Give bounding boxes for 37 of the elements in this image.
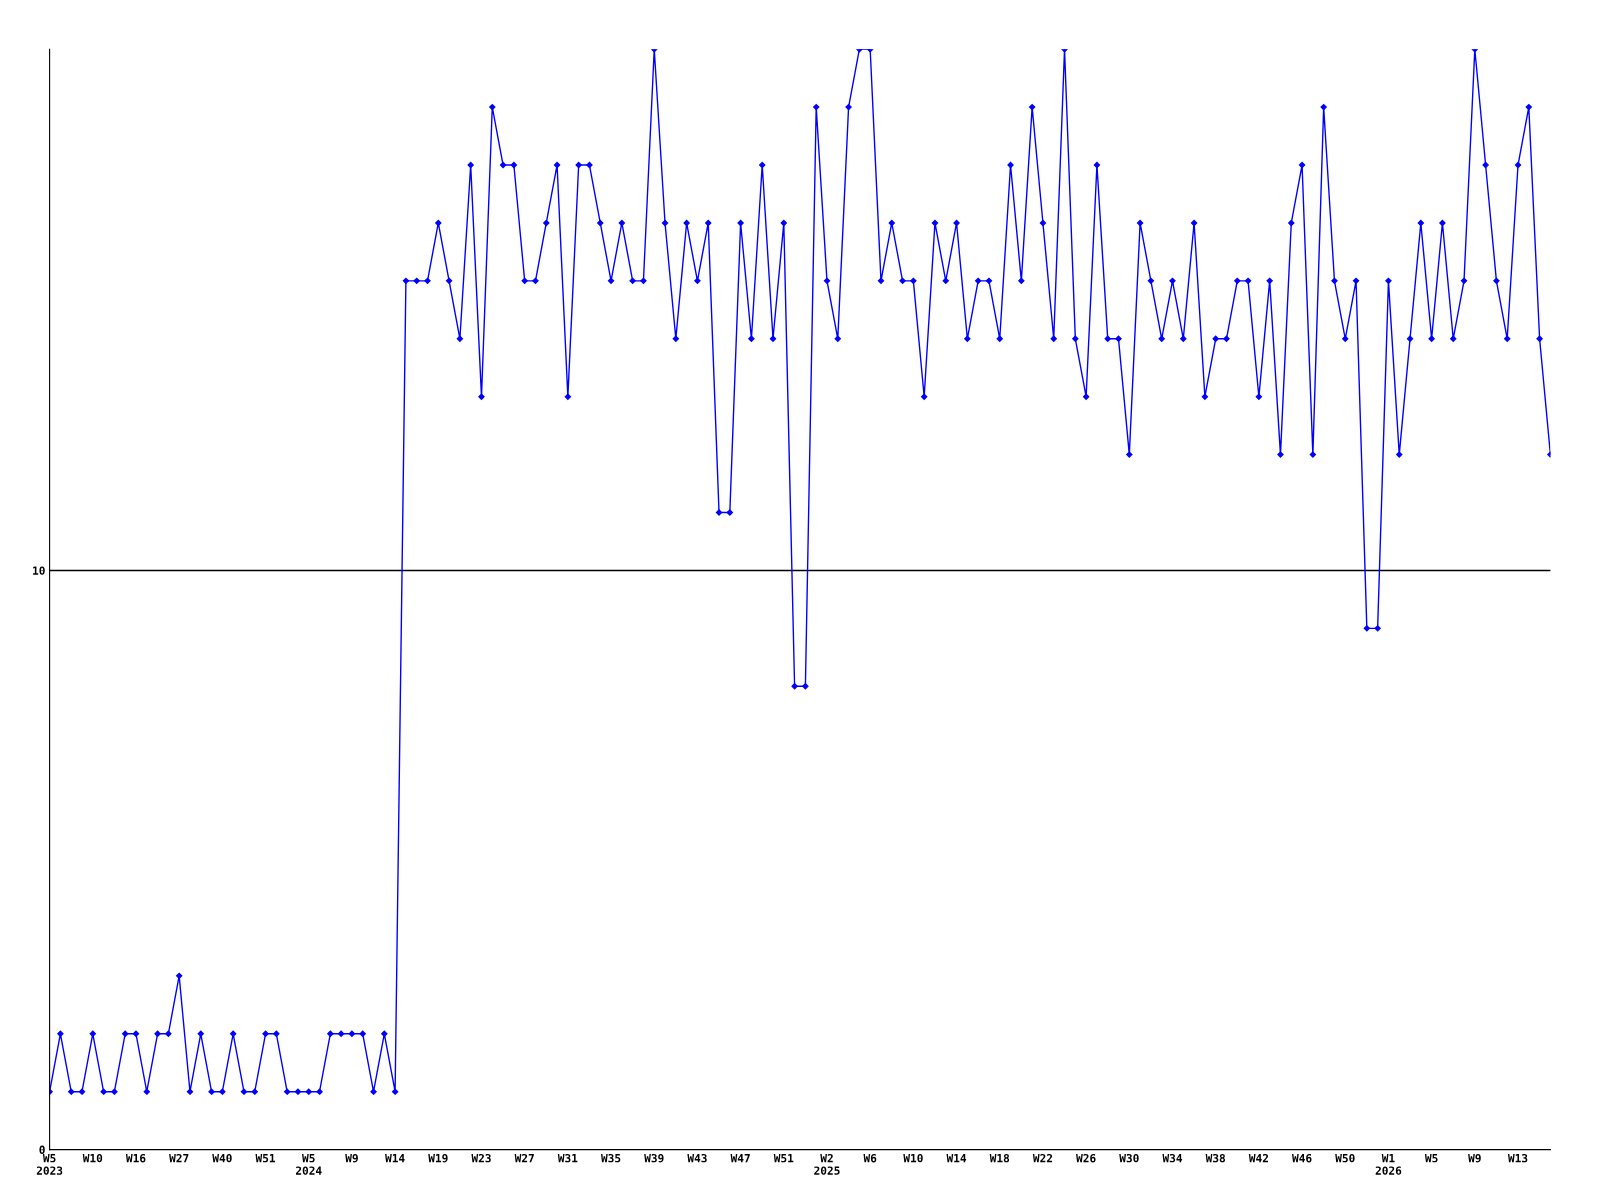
x-tick-label: W23 — [471, 1153, 491, 1163]
x-tick-label: W5 — [1424, 1154, 1438, 1163]
y-tick-label: 10 — [33, 566, 45, 575]
x-tick-label: W19 — [428, 1154, 448, 1163]
x-tick-label: W34 — [1162, 1153, 1183, 1163]
x-tick-label: W50 — [1335, 1153, 1355, 1163]
x-tick-label: W16 — [125, 1153, 146, 1163]
x-tick-label: W27 — [514, 1153, 534, 1163]
x-tick-label: W47 — [730, 1154, 750, 1163]
x-tick-label: W51 — [773, 1154, 794, 1163]
x-tick-label: W38 — [1205, 1153, 1226, 1163]
x-tick-label: W43 — [687, 1153, 707, 1163]
x-tick-label: W2 2025 — [814, 1153, 840, 1175]
x-tick-label: W13 — [1507, 1153, 1528, 1163]
x-tick-label: W9 — [1468, 1154, 1481, 1163]
x-tick-label: W5 2024 — [295, 1154, 322, 1175]
x-tick-label: W10 — [82, 1153, 103, 1163]
x-tick-label: W5 2023 — [36, 1154, 63, 1175]
x-tick-label: W14 — [385, 1154, 405, 1163]
x-tick-label: W14 — [946, 1154, 967, 1163]
x-tick-label: W9 — [345, 1154, 358, 1163]
x-tick-label: W27 — [169, 1153, 189, 1163]
x-tick-label: W1 2026 — [1375, 1154, 1402, 1175]
x-tick-label: W40 — [212, 1153, 232, 1163]
x-tick-label: W30 — [1119, 1153, 1139, 1163]
x-tick-label: W35 — [601, 1153, 621, 1163]
x-tick-label: W18 — [989, 1153, 1010, 1163]
y-tick-label: 0 — [39, 1145, 45, 1154]
x-tick-label: W39 — [644, 1153, 664, 1163]
x-tick-label: W22 — [1032, 1153, 1053, 1163]
x-tick-label: W46 — [1292, 1153, 1312, 1163]
x-tick-label: W26 — [1076, 1153, 1096, 1163]
x-tick-label: W31 — [557, 1153, 578, 1163]
x-tick-label: W42 — [1248, 1153, 1268, 1163]
x-tick-label: W51 — [255, 1154, 276, 1163]
x-tick-label: W6 — [863, 1153, 877, 1163]
x-tick-label: W10 — [903, 1153, 923, 1163]
